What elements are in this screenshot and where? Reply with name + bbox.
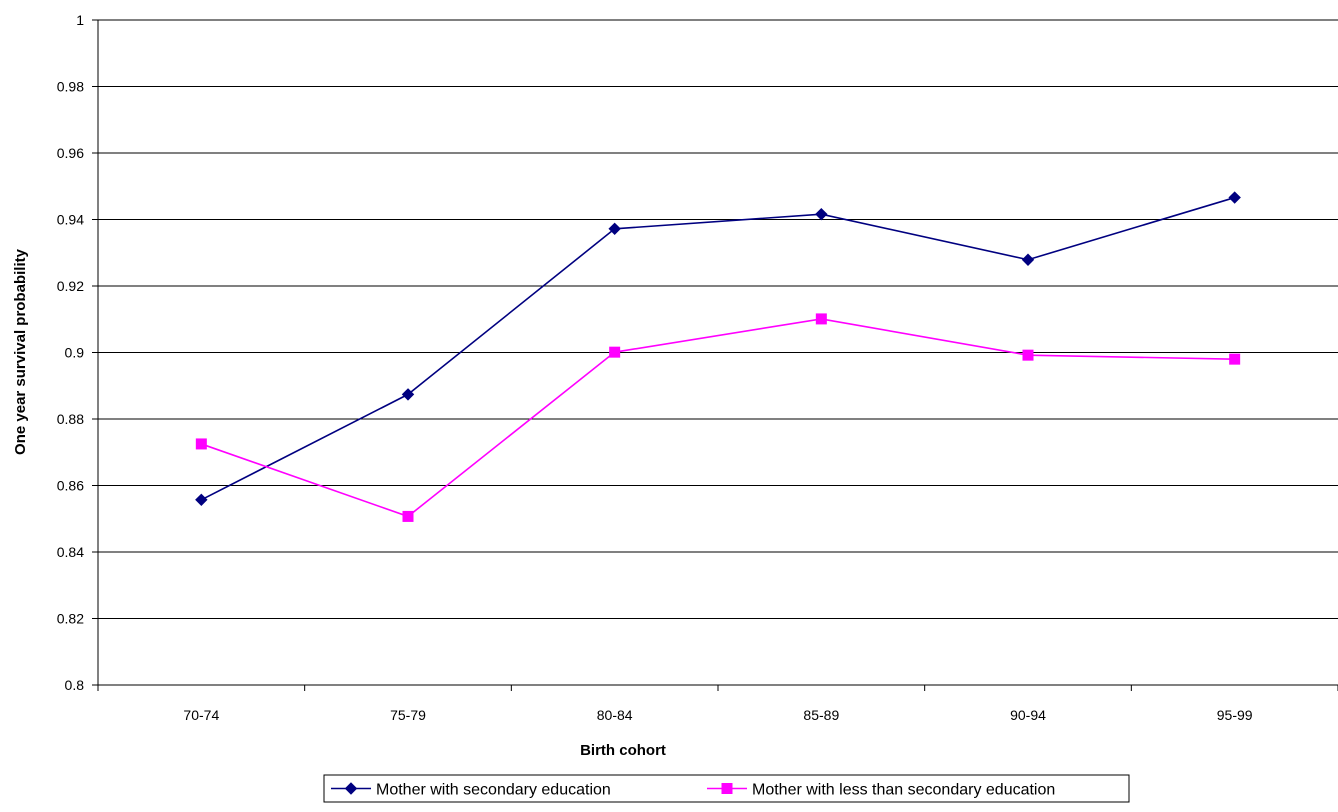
y-tick-label: 0.8 [65, 677, 85, 693]
x-tick-label: 90-94 [1010, 707, 1046, 723]
square-marker [609, 346, 621, 358]
diamond-marker [195, 493, 208, 507]
x-axis-title: Birth cohort [580, 742, 666, 759]
diamond-marker [815, 207, 828, 221]
legend-entry-2: Mother with less than secondary educatio… [707, 782, 1055, 799]
y-tick-label: 0.96 [57, 145, 84, 161]
legend: Mother with secondary education Mother wi… [323, 774, 1130, 803]
y-tick-label: 0.88 [57, 411, 84, 427]
series-line [201, 318, 1235, 518]
y-tick-label: 0.98 [57, 79, 84, 95]
square-marker [721, 783, 733, 794]
series [195, 191, 1241, 522]
x-tick-label: 85-89 [803, 707, 839, 723]
y-tick-label: 0.9 [65, 345, 85, 361]
legend-label: Mother with secondary education [376, 782, 611, 799]
x-tick-label: 70-74 [183, 707, 219, 723]
gridlines [98, 19, 1338, 619]
y-tick-label: 0.94 [57, 212, 84, 228]
y-tick-labels: 0.8 0.82 0.84 0.86 0.88 0.9 0.92 0.94 0.96 0.98 1 [57, 12, 84, 693]
y-tick-label: 1 [76, 12, 84, 28]
y-tick-label: 0.86 [57, 478, 84, 494]
diamond-marker [401, 388, 415, 401]
y-tick-label: 0.84 [57, 544, 84, 560]
x-tick-labels: 70-74 75-79 80-84 85-89 90-94 95-99 [183, 707, 1252, 723]
square-marker [815, 313, 827, 325]
x-tick-label: 95-99 [1217, 707, 1253, 723]
y-axis-title: One year survival probability [12, 248, 29, 455]
square-marker [1022, 349, 1034, 361]
diamond-marker [1228, 191, 1241, 204]
series-1 [195, 191, 1241, 507]
x-tick-label: 75-79 [390, 707, 426, 723]
y-tick-label: 0.92 [57, 278, 84, 294]
square-marker [1229, 353, 1241, 365]
series-2 [195, 313, 1241, 522]
axes [92, 19, 1338, 691]
legend-label: Mother with less than secondary educatio… [752, 782, 1055, 799]
y-tick-label: 0.82 [57, 611, 84, 627]
square-marker [195, 438, 207, 450]
diamond-marker [608, 222, 621, 236]
series-line [200, 196, 1235, 501]
legend-entry-1: Mother with secondary education [331, 782, 611, 799]
x-tick-label: 80-84 [597, 707, 633, 723]
diamond-marker [344, 782, 358, 795]
square-marker [402, 510, 414, 522]
diamond-marker [1021, 253, 1035, 266]
